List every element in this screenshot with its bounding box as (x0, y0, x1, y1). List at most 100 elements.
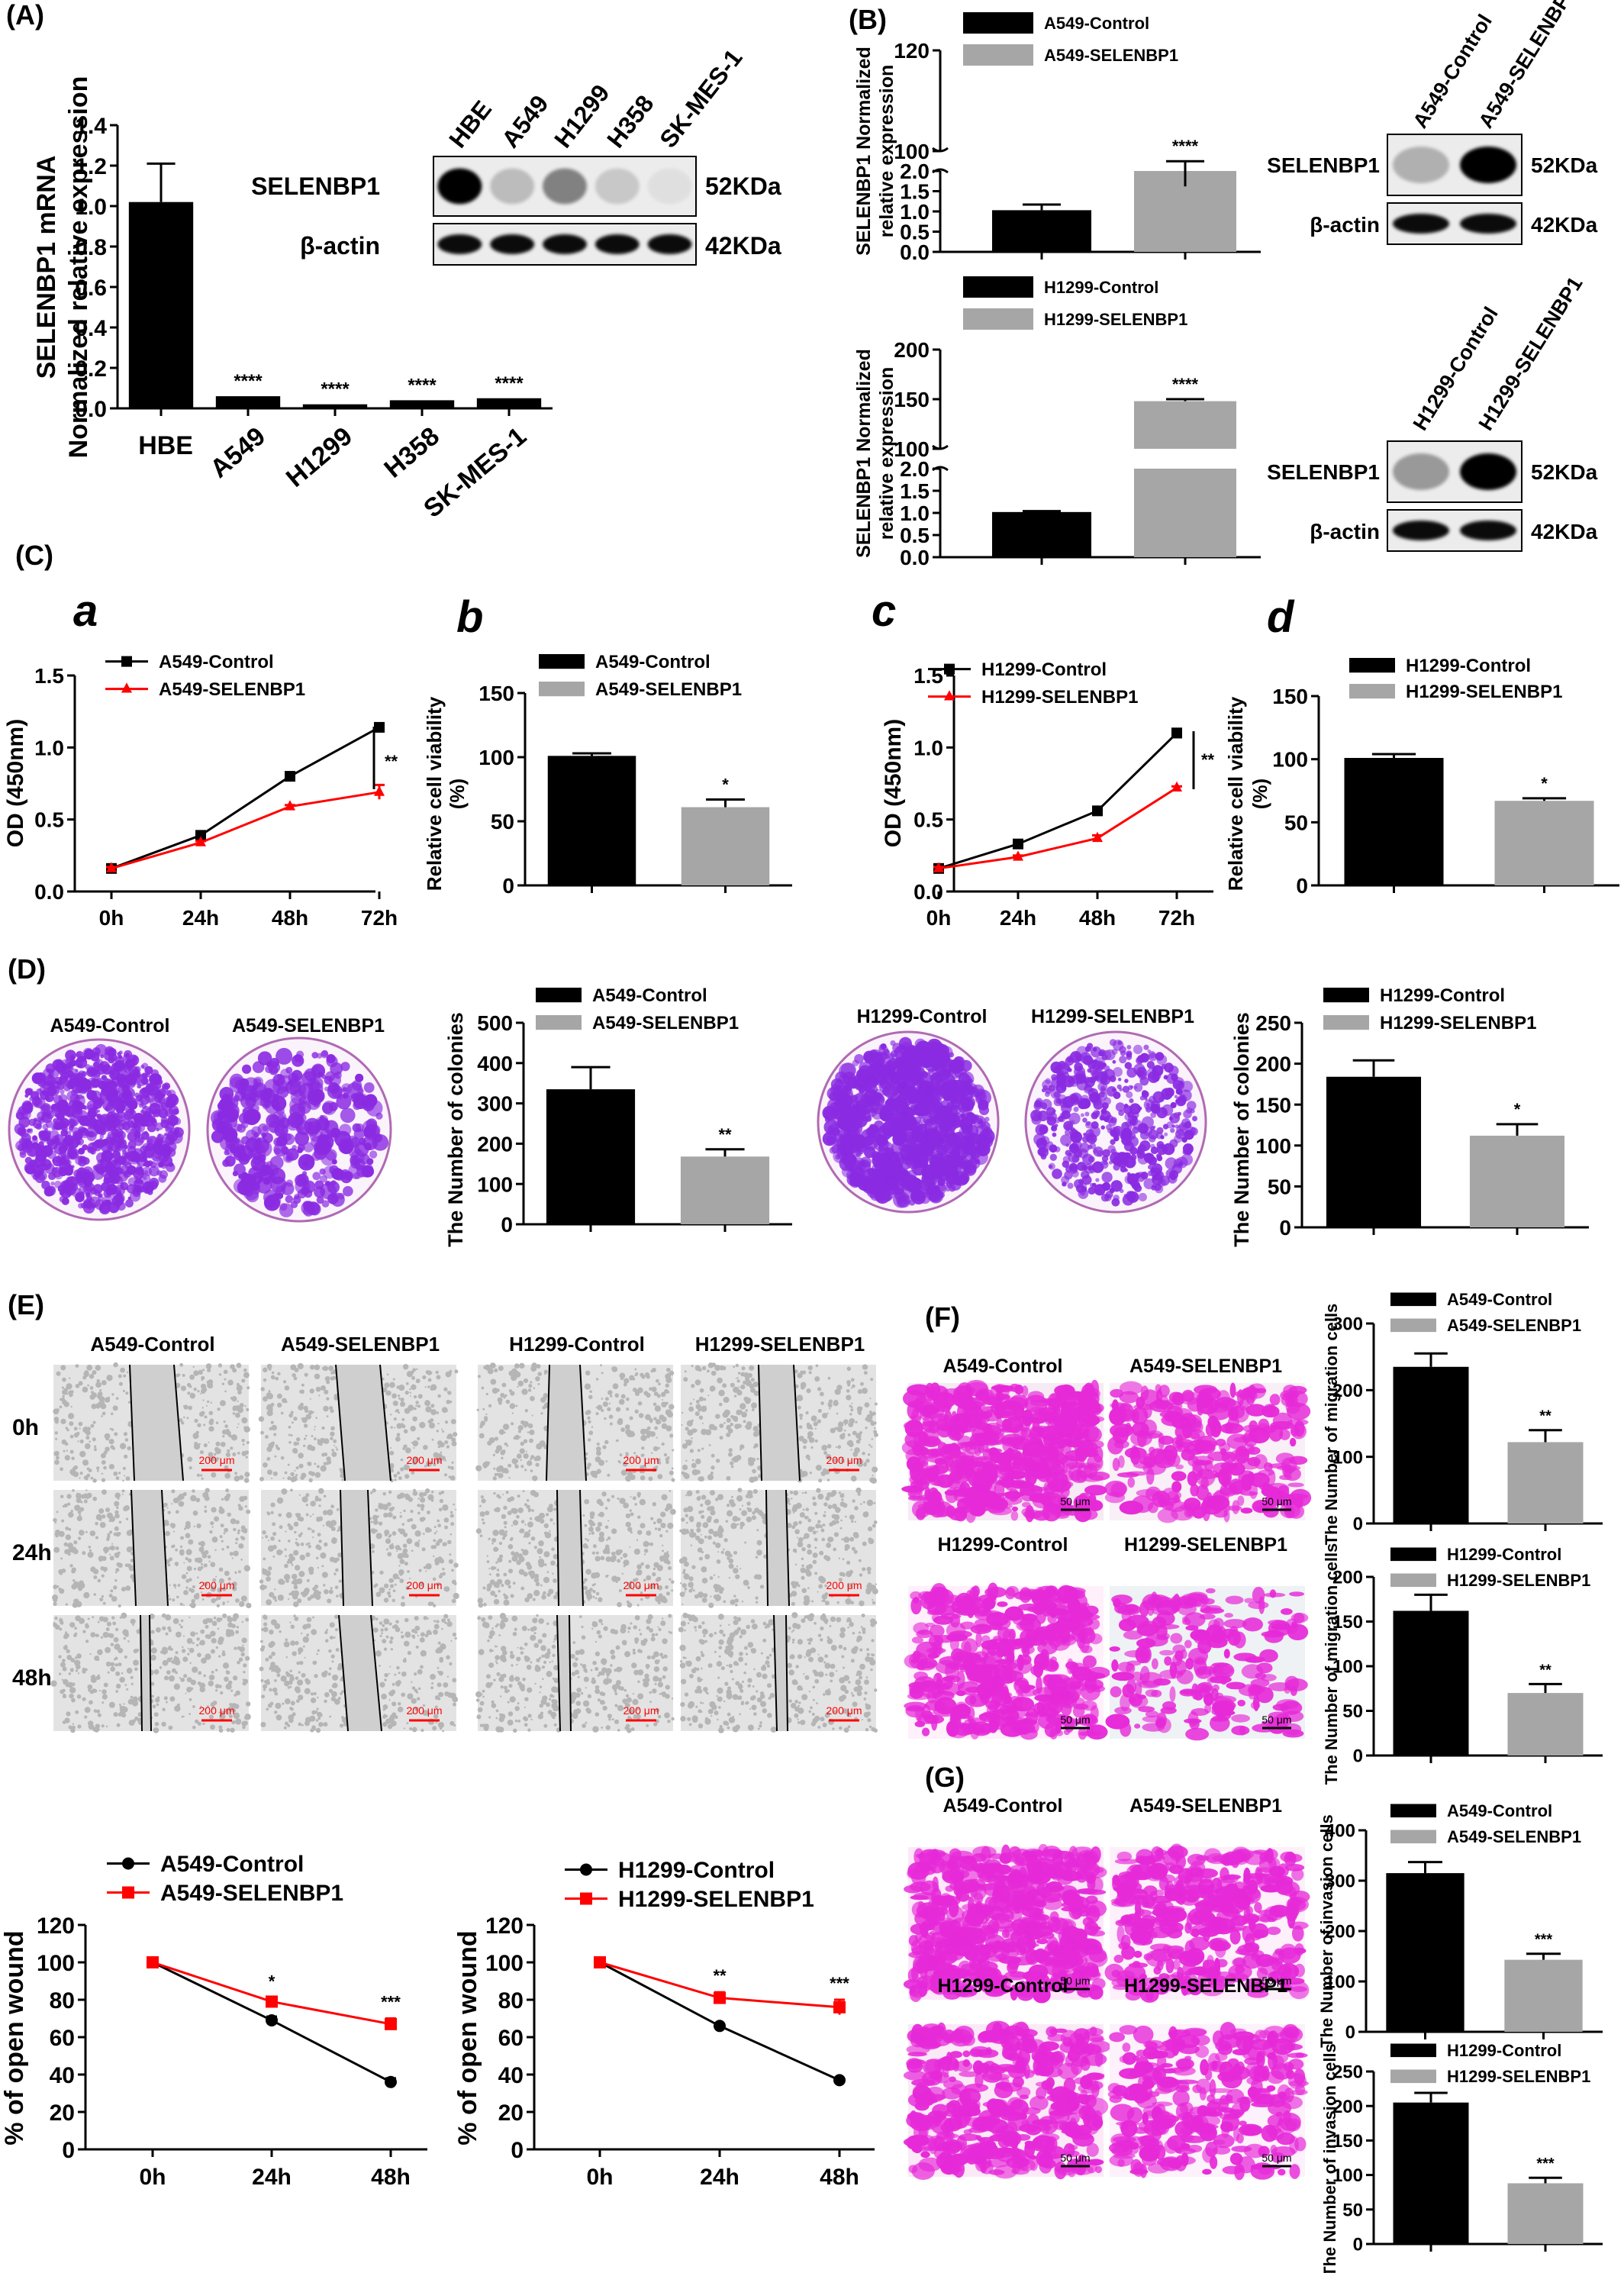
cell-speck (299, 1554, 306, 1561)
cell-speck (519, 1362, 525, 1369)
colony (1118, 1110, 1125, 1117)
colony (299, 1126, 304, 1131)
cell-speck (872, 1411, 876, 1416)
cell-speck (649, 1418, 653, 1423)
cell-speck (850, 1408, 854, 1412)
cell-speck (271, 1477, 273, 1480)
x-tick-label: A549 (205, 421, 271, 483)
cell-speck (413, 1446, 415, 1449)
cell-speck (87, 1551, 94, 1558)
cell-speck (92, 1370, 97, 1375)
blot-band (647, 234, 692, 254)
cell-speck (602, 1445, 607, 1449)
cell-speck (659, 1421, 662, 1424)
colony (143, 1130, 148, 1135)
blot-band (1393, 214, 1449, 234)
colony (949, 1062, 960, 1073)
cell-speck (314, 1473, 320, 1478)
colony (122, 1084, 129, 1091)
series-line (938, 732, 1178, 870)
cell-speck (314, 1498, 319, 1502)
significance-label: **** (1172, 375, 1199, 394)
colony (1108, 1160, 1113, 1165)
cell-speck (187, 1456, 193, 1462)
colony (369, 1150, 378, 1159)
colony (1052, 1067, 1059, 1074)
cell-speck (80, 1501, 83, 1504)
colony (1078, 1188, 1089, 1199)
cell-speck (396, 1433, 401, 1437)
cell-speck (183, 1416, 185, 1419)
colony (120, 1099, 132, 1111)
colony (340, 1169, 350, 1179)
cell-speck (751, 1402, 758, 1409)
cell-speck (109, 1530, 113, 1534)
y-axis-title: The Number of colonies (444, 1012, 467, 1247)
cell-speck (103, 1465, 107, 1470)
blot-band (437, 168, 482, 205)
y-tick-label: 1.0 (900, 200, 930, 224)
x-tick-label: H358 (379, 421, 445, 483)
cell-speck (176, 1373, 180, 1378)
cell-speck (417, 1404, 421, 1408)
cell-speck (665, 1367, 671, 1372)
colony (1056, 1078, 1064, 1087)
colony (1129, 1085, 1134, 1089)
colony (1087, 1144, 1093, 1149)
cell-speck (186, 1565, 192, 1572)
cell-speck (500, 1392, 505, 1398)
cell-speck (394, 1478, 397, 1481)
cell-speck (814, 1439, 818, 1443)
cell-speck (508, 1463, 512, 1468)
legend-swatch (963, 308, 1033, 330)
cell-speck (199, 1392, 201, 1394)
colony (303, 1142, 314, 1153)
colony (157, 1096, 166, 1104)
colony (76, 1170, 85, 1181)
cell-speck (595, 1378, 599, 1381)
data-point (1013, 838, 1023, 850)
cell-speck (594, 1456, 601, 1462)
colony (114, 1059, 126, 1072)
colony (39, 1086, 46, 1093)
cell-speck (197, 1566, 202, 1572)
colony (132, 1167, 145, 1180)
colony (1152, 1067, 1158, 1073)
y-axis-title: Normalized relative expression (64, 76, 93, 459)
cell-speck (689, 1402, 693, 1405)
cell-speck (116, 1506, 119, 1509)
colony (1036, 1137, 1048, 1149)
cell-speck (807, 1365, 813, 1371)
colony (948, 1052, 955, 1058)
cell-speck (442, 1430, 444, 1433)
cell-speck (851, 1402, 853, 1404)
cell-speck (543, 1369, 548, 1374)
cell-speck (752, 1382, 759, 1388)
cell-speck (270, 1375, 276, 1379)
colony (103, 1087, 110, 1094)
legend-swatch (1323, 988, 1369, 1003)
cell-speck (681, 1423, 683, 1426)
colony (95, 1059, 101, 1064)
cell-speck (692, 1398, 695, 1401)
x-tick-label: 72h (1158, 906, 1195, 930)
cell-speck (219, 1400, 226, 1407)
cell-speck (696, 1382, 699, 1385)
cell-speck (529, 1430, 535, 1436)
cell-speck (629, 1375, 635, 1381)
scale-bar-label: 200 μm (624, 1454, 659, 1466)
cell-speck (169, 1598, 172, 1601)
colony (285, 1195, 294, 1204)
cell-speck (443, 1473, 448, 1477)
colony (158, 1108, 169, 1118)
y-tick-label: 150 (478, 682, 514, 705)
cell-speck (300, 1475, 305, 1480)
cell-speck (665, 1401, 669, 1405)
cell-speck (126, 1530, 133, 1536)
cell-speck (60, 1467, 63, 1472)
colony (1092, 1148, 1098, 1154)
cell-speck (193, 1567, 197, 1571)
colony (263, 1189, 279, 1205)
colony (23, 1144, 29, 1151)
colony (873, 1120, 884, 1131)
